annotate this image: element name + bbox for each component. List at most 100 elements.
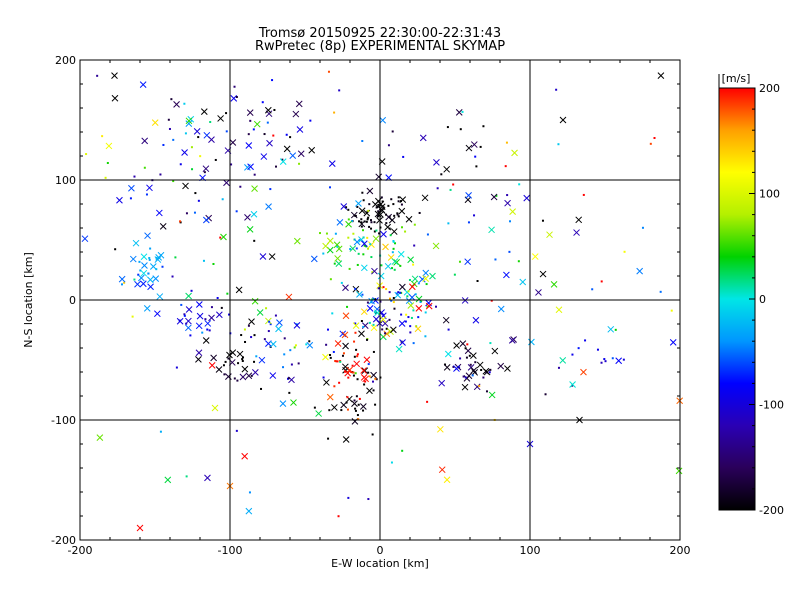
data-point [385,288,388,291]
data-point [263,133,266,136]
data-point [371,433,374,436]
data-point [464,376,467,379]
data-point [400,203,403,206]
data-point [267,330,270,333]
data-point [470,352,477,359]
data-point [352,374,355,377]
data-point [183,314,186,317]
data-point [367,363,370,366]
data-point [411,275,419,283]
data-point [366,338,369,341]
data-point [185,292,192,300]
data-point [340,281,343,284]
data-point [365,220,368,223]
data-point [176,317,184,325]
data-point [265,203,272,210]
data-point [358,397,361,400]
data-point [355,348,358,351]
data-point [114,248,117,251]
data-point [229,139,237,146]
data-point [281,158,284,161]
data-point [352,322,360,330]
data-point [347,376,350,379]
data-point [392,301,395,304]
data-point [412,342,415,345]
data-point [272,134,275,137]
data-point [356,353,359,356]
data-point [356,291,363,298]
data-point [360,308,368,316]
data-point [241,360,244,363]
data-point [348,267,351,270]
data-point [235,286,243,294]
data-point [253,360,256,363]
colorbar-label: [m/s] [722,72,751,85]
data-point [440,173,443,176]
data-point [580,368,587,376]
data-point [175,366,178,369]
data-point [623,250,626,253]
data-point [189,334,192,337]
data-point [504,165,507,168]
data-point [351,400,358,407]
data-point [393,214,396,217]
data-point [185,324,192,332]
data-point [405,215,413,223]
data-point [279,400,287,407]
data-point [342,436,350,443]
data-point [363,383,366,386]
data-point [407,316,410,319]
data-point [289,152,297,159]
data-point [341,354,344,357]
data-point [353,355,356,358]
data-point [353,214,356,217]
data-point [541,219,544,222]
data-point [333,111,336,114]
data-point [353,360,361,368]
data-point [404,320,407,323]
data-point [249,119,252,122]
data-point [246,109,254,116]
data-point [571,384,574,387]
data-point [412,309,415,312]
data-point [225,130,228,133]
data-point [377,272,385,280]
data-point [228,313,231,316]
data-point [329,356,332,359]
data-point [275,325,282,333]
data-point [354,407,357,410]
data-point [407,290,410,293]
x-tick-label: 200 [670,544,691,557]
data-point [387,204,390,207]
data-point [195,349,203,357]
data-point [453,365,460,372]
data-point [488,391,496,399]
data-point [357,403,360,406]
data-point [250,210,258,218]
data-point [134,280,141,288]
data-point [340,203,348,210]
data-point [251,185,258,192]
data-point [471,374,474,377]
data-point [204,320,212,327]
data-point [351,418,359,425]
data-point [479,145,482,148]
data-point [358,330,365,338]
data-point [489,368,492,371]
data-point [361,191,364,194]
data-point [559,116,567,124]
data-point [335,360,338,363]
data-point [425,302,433,310]
data-point [81,235,89,243]
data-point [149,247,152,250]
data-point [308,146,316,154]
data-point [559,357,567,364]
data-point [268,253,276,260]
data-point [123,281,126,284]
data-point [470,141,478,148]
data-point [155,209,163,217]
data-point [357,252,360,255]
data-point [404,230,407,233]
data-point [290,363,293,366]
data-point [319,232,322,235]
